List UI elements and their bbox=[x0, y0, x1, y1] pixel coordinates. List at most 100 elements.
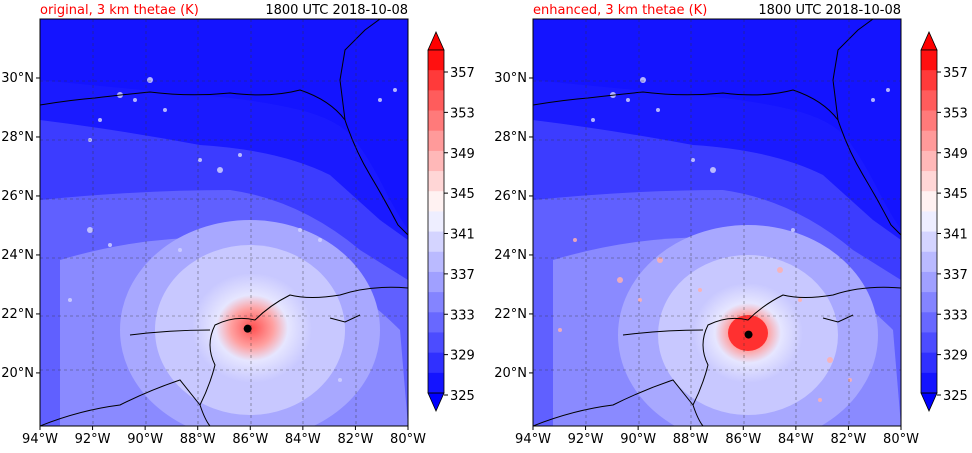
colorbar-tick-label: 357 bbox=[450, 66, 475, 81]
colorbar-tick-label: 341 bbox=[450, 228, 475, 243]
colorbar-tick-label: 353 bbox=[450, 106, 475, 121]
y-tick-label: 28°N bbox=[494, 130, 527, 145]
colorbar-tick-label: 329 bbox=[943, 349, 968, 364]
colorbar-segment bbox=[921, 372, 937, 394]
x-tick-label: 84°W bbox=[778, 432, 814, 447]
map-panel-enhanced: enhanced, 3 km thetae (K) 1800 UTC 2018-… bbox=[494, 3, 919, 447]
x-tick-label: 88°W bbox=[180, 432, 216, 447]
colorbar-segment bbox=[428, 292, 444, 313]
colorbar-tick-label: 325 bbox=[943, 389, 968, 404]
x-tick-label: 86°W bbox=[725, 432, 761, 447]
y-tick-label: 30°N bbox=[1, 71, 34, 86]
colorbar-tick-label: 325 bbox=[450, 389, 475, 404]
x-tick-label: 88°W bbox=[673, 432, 709, 447]
y-tick-label: 22°N bbox=[494, 307, 527, 322]
colorbar-segment bbox=[921, 231, 937, 253]
colorbar-under-arrow bbox=[920, 392, 938, 412]
y-tick-label: 28°N bbox=[1, 130, 34, 145]
colorbar-segment bbox=[921, 130, 937, 152]
y-tick-label: 20°N bbox=[1, 366, 34, 381]
colorbar-tick-label: 333 bbox=[450, 308, 475, 323]
panel-title-left: enhanced, 3 km thetae (K) bbox=[533, 3, 707, 18]
colorbar-segment bbox=[428, 251, 444, 273]
colorbar-segment bbox=[428, 211, 444, 233]
colorbar-segment bbox=[921, 332, 937, 354]
x-axis-ticks: 94°W 92°W 90°W 88°W 86°W 84°W 82°W 80°W bbox=[515, 426, 919, 447]
y-tick-label: 20°N bbox=[494, 366, 527, 381]
colorbar-tick-label: 357 bbox=[943, 66, 968, 81]
colorbar-segment bbox=[921, 150, 937, 172]
colorbar-tick-label: 349 bbox=[450, 147, 475, 162]
colorbar-segment bbox=[428, 332, 444, 354]
colorbar-segment bbox=[428, 372, 444, 394]
colorbar-tick-label: 349 bbox=[943, 147, 968, 162]
colorbar-segment bbox=[921, 312, 937, 333]
x-tick-label: 92°W bbox=[75, 432, 111, 447]
colorbar-tick-label: 341 bbox=[943, 228, 968, 243]
colorbar-tick-label: 345 bbox=[450, 187, 475, 202]
x-tick-label: 90°W bbox=[127, 432, 163, 447]
colorbar-segment bbox=[921, 70, 937, 91]
colorbar-tick-label: 337 bbox=[450, 268, 475, 283]
colorbar-segment bbox=[428, 312, 444, 333]
colorbar-under-arrow bbox=[427, 392, 445, 412]
x-tick-label: 94°W bbox=[22, 432, 58, 447]
panel-title-right: 1800 UTC 2018-10-08 bbox=[265, 3, 408, 18]
colorbar-segment bbox=[428, 171, 444, 192]
colorbar-segment bbox=[428, 150, 444, 172]
colorbar-segment bbox=[921, 171, 937, 192]
colorbar-tick-label: 345 bbox=[943, 187, 968, 202]
colorbar-segment bbox=[428, 110, 444, 132]
x-axis-ticks: 94°W 92°W 90°W 88°W 86°W 84°W 82°W 80°W bbox=[22, 426, 426, 447]
y-axis-ticks: 30°N 28°N 26°N 24°N 22°N 20°N bbox=[494, 71, 533, 381]
colorbar-segment bbox=[428, 130, 444, 152]
x-tick-label: 86°W bbox=[232, 432, 268, 447]
storm-center-marker bbox=[243, 324, 252, 333]
colorbar-segment bbox=[428, 271, 444, 293]
panel-title-left: original, 3 km thetae (K) bbox=[40, 3, 199, 18]
y-tick-label: 24°N bbox=[1, 248, 34, 263]
y-tick-label: 22°N bbox=[1, 307, 34, 322]
storm-center-marker bbox=[744, 330, 753, 339]
x-tick-label: 92°W bbox=[568, 432, 604, 447]
colorbar-segment bbox=[921, 191, 937, 212]
x-tick-label: 82°W bbox=[830, 432, 866, 447]
colorbar-over-arrow bbox=[920, 31, 938, 51]
y-tick-label: 26°N bbox=[494, 189, 527, 204]
colorbar-segment bbox=[921, 251, 937, 273]
y-tick-label: 30°N bbox=[494, 71, 527, 86]
colorbar-tick-label: 329 bbox=[450, 349, 475, 364]
colorbar-segment bbox=[921, 211, 937, 233]
y-tick-label: 24°N bbox=[494, 248, 527, 263]
x-tick-label: 94°W bbox=[515, 432, 551, 447]
colorbar-segment bbox=[921, 271, 937, 293]
map-field bbox=[533, 19, 901, 426]
x-tick-label: 82°W bbox=[337, 432, 373, 447]
colorbar-over-arrow bbox=[427, 31, 445, 51]
colorbar-segment bbox=[921, 352, 937, 374]
x-tick-label: 80°W bbox=[883, 432, 919, 447]
colorbar-segment bbox=[428, 90, 444, 112]
colorbar-tick-label: 353 bbox=[943, 106, 968, 121]
colorbar-tick-label: 337 bbox=[943, 268, 968, 283]
colorbar-segment bbox=[921, 292, 937, 313]
colorbar-segment bbox=[921, 90, 937, 112]
colorbar-segment bbox=[921, 110, 937, 132]
colorbar-segment bbox=[428, 50, 444, 71]
map-field bbox=[40, 19, 408, 426]
colorbar-original: 357 353 349 345 341 337 333 329 325 bbox=[427, 31, 475, 412]
map-panel-original: original, 3 km thetae (K) 1800 UTC 2018-… bbox=[1, 3, 426, 447]
colorbar-segment bbox=[428, 191, 444, 212]
colorbar-enhanced: 357 353 349 345 341 337 333 329 325 bbox=[920, 31, 968, 412]
x-tick-label: 84°W bbox=[285, 432, 321, 447]
colorbar-segment bbox=[428, 70, 444, 91]
x-tick-label: 80°W bbox=[390, 432, 426, 447]
colorbar-segment bbox=[428, 231, 444, 253]
colorbar-segment bbox=[921, 50, 937, 71]
y-tick-label: 26°N bbox=[1, 189, 34, 204]
x-tick-label: 90°W bbox=[620, 432, 656, 447]
colorbar-segment bbox=[428, 352, 444, 374]
colorbar-tick-label: 333 bbox=[943, 308, 968, 323]
y-axis-ticks: 30°N 28°N 26°N 24°N 22°N 20°N bbox=[1, 71, 40, 381]
